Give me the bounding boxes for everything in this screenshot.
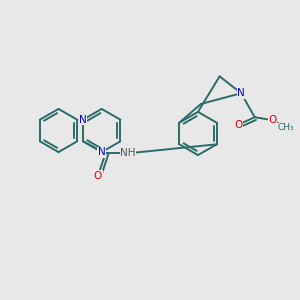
Text: N: N — [98, 147, 106, 157]
Text: CH₃: CH₃ — [278, 123, 295, 132]
Text: N: N — [79, 115, 87, 125]
Text: O: O — [268, 115, 277, 125]
Text: O: O — [94, 171, 102, 181]
Text: N: N — [237, 88, 245, 98]
Text: NH: NH — [120, 148, 136, 158]
Text: O: O — [234, 120, 242, 130]
